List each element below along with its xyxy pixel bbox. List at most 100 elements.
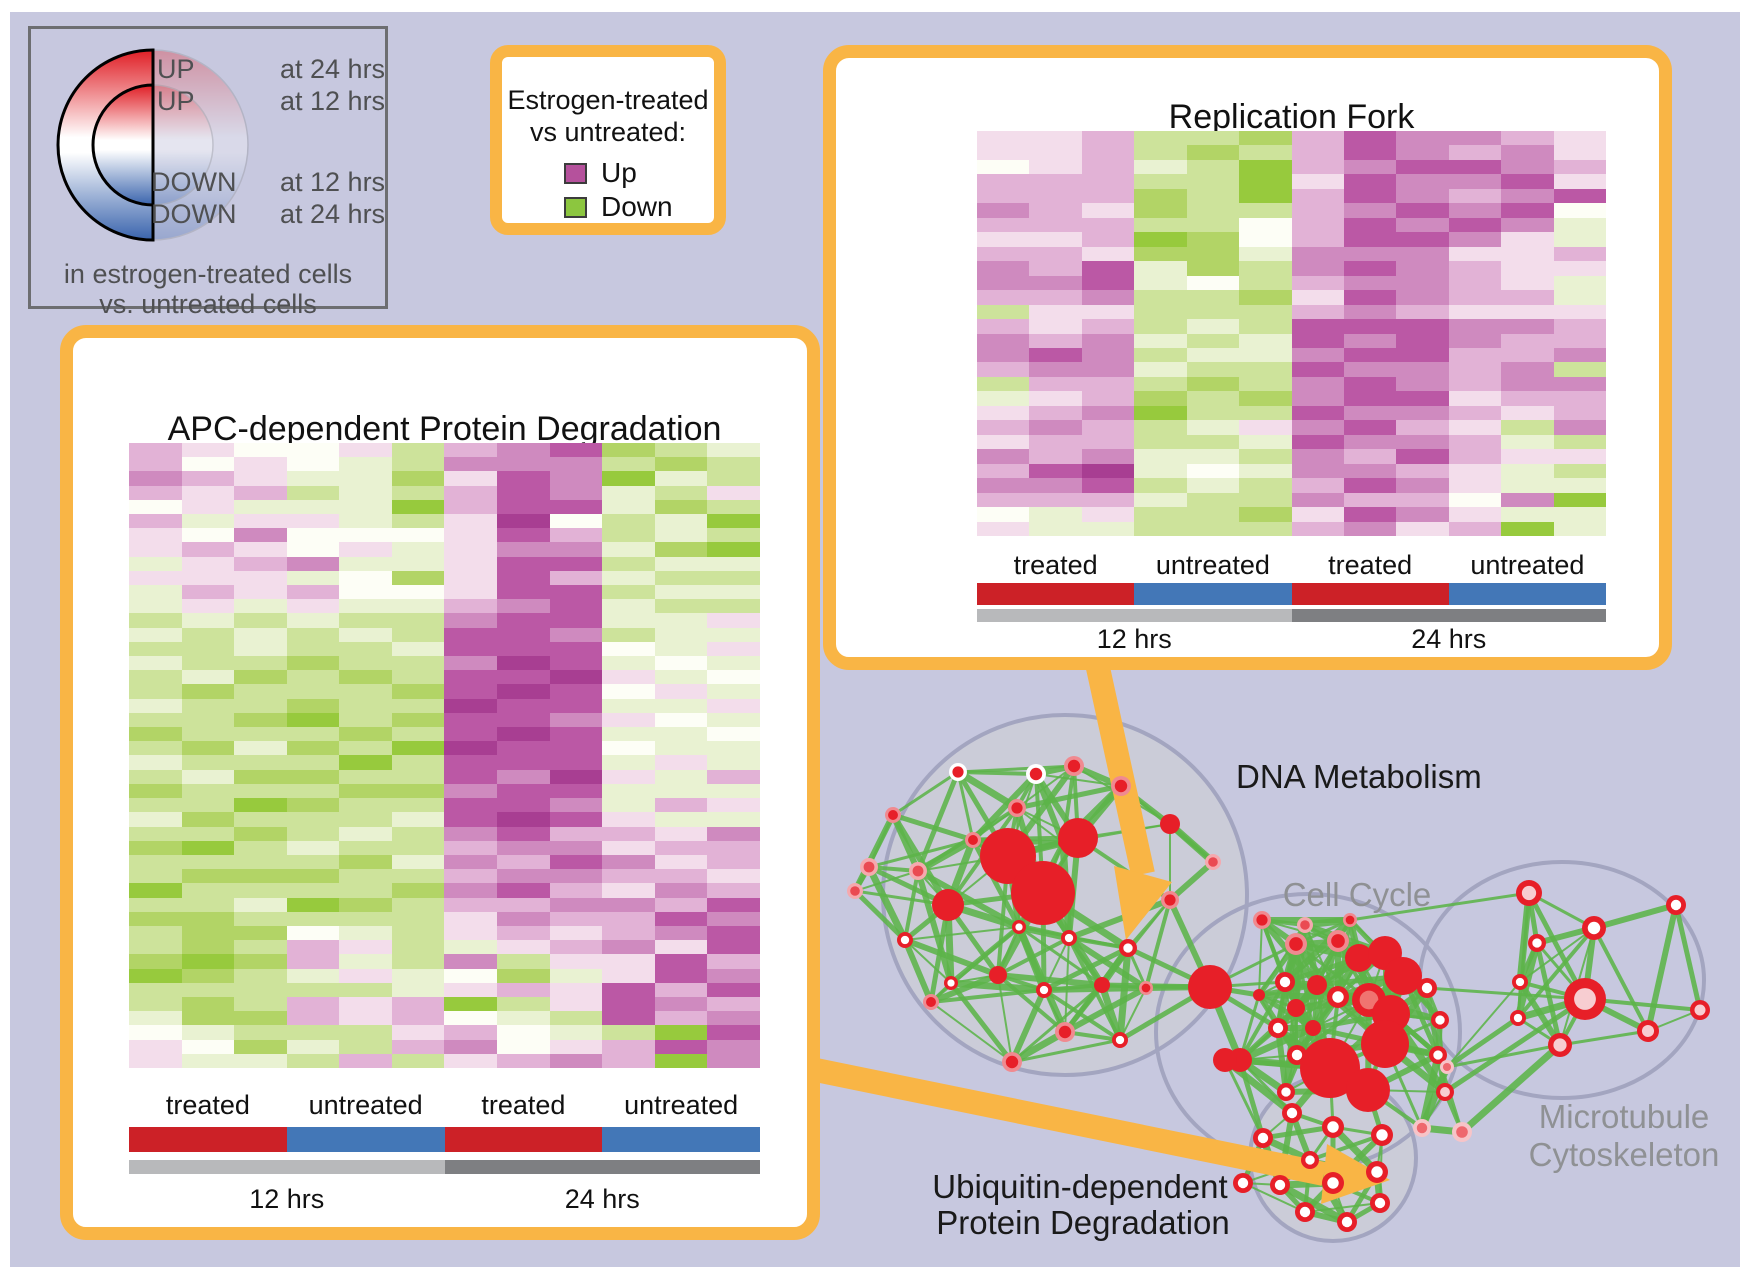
heatmap-cell xyxy=(1396,275,1449,291)
heatmap-cell xyxy=(1081,333,1135,348)
heatmap-cell xyxy=(1239,391,1292,406)
heatmap-cell xyxy=(1501,246,1554,262)
heatmap-cell xyxy=(181,854,235,870)
heatmap-cell xyxy=(339,641,392,657)
heatmap-cell xyxy=(286,940,340,955)
heatmap-cell xyxy=(1396,246,1449,262)
heatmap-cell xyxy=(339,613,392,628)
network-edge xyxy=(1257,992,1315,1031)
time-label-24hrs: 24 hrs xyxy=(1411,624,1487,654)
heatmap-cell xyxy=(391,712,445,728)
heatmap-cell xyxy=(707,798,760,813)
heatmap-cell xyxy=(549,783,603,799)
heatmap-cell xyxy=(1343,275,1397,291)
heatmap-cell xyxy=(339,443,392,458)
ring-row-time-3: at 24 hrs xyxy=(280,199,386,229)
heatmap-cell xyxy=(339,712,392,728)
heatmap-cell xyxy=(497,684,550,699)
heatmap-cell xyxy=(391,812,445,827)
heatmap-cell xyxy=(339,514,392,529)
heatmap-cell xyxy=(707,826,760,841)
heatmap-cell xyxy=(497,585,550,600)
heatmap-cell xyxy=(497,755,550,770)
heatmap-cell xyxy=(497,826,550,841)
heatmap-cell xyxy=(286,869,340,884)
network-node-core xyxy=(1694,1004,1706,1016)
heatmap-cell xyxy=(181,798,235,813)
heatmap-cell xyxy=(1081,261,1135,276)
heatmap-cell xyxy=(977,376,1030,392)
heatmap-cell xyxy=(549,812,603,827)
heatmap-cell xyxy=(129,457,182,472)
heatmap-cell xyxy=(1343,521,1397,536)
network-edge xyxy=(915,870,954,984)
untreated-bar xyxy=(1448,583,1606,605)
heatmap-cell xyxy=(129,826,182,841)
heatmap-cell xyxy=(286,783,340,799)
network-edge xyxy=(950,979,1045,994)
heatmap-cell xyxy=(444,698,498,713)
arrow-replication-to-dna-head xyxy=(1114,866,1172,940)
heatmap-cell xyxy=(1553,319,1606,334)
heatmap-cell xyxy=(654,869,708,884)
heatmap-cell xyxy=(707,940,760,955)
heatmap-cell xyxy=(181,684,235,699)
heatmap-cell xyxy=(497,741,550,756)
heatmap-cell xyxy=(1186,217,1240,233)
heatmap-cell xyxy=(1291,232,1344,247)
heatmap-cell xyxy=(181,883,235,898)
heatmap-cell xyxy=(1343,159,1397,175)
heatmap-cell xyxy=(1448,174,1502,189)
heatmap-cell xyxy=(339,499,392,515)
heatmap-cell xyxy=(1448,261,1502,276)
heatmap-cell xyxy=(129,641,182,657)
heatmap-cell xyxy=(654,499,708,515)
network-node-s xyxy=(1094,977,1110,993)
group-label-untreated-24hrs: untreated xyxy=(624,1090,739,1120)
heatmap-cell xyxy=(391,542,445,557)
heatmap-cell xyxy=(444,684,498,699)
heatmap-cell xyxy=(129,613,182,628)
heatmap-cell xyxy=(1501,492,1554,508)
heatmap-cell xyxy=(977,434,1030,450)
heatmap-cell xyxy=(181,656,235,671)
heatmap-cell xyxy=(602,485,655,500)
heatmap-cell xyxy=(129,556,182,571)
network-node-core xyxy=(1641,1024,1655,1038)
heatmap-cell xyxy=(444,812,498,827)
heatmap-cell xyxy=(654,1011,708,1026)
heatmap-cell xyxy=(1553,188,1606,204)
heatmap-cell xyxy=(286,854,340,870)
heatmap-cell xyxy=(497,457,550,472)
heatmap-cell xyxy=(602,1011,655,1026)
heatmap-cell xyxy=(234,485,287,500)
heatmap-cell xyxy=(707,1053,760,1068)
heatmap-cell xyxy=(497,798,550,813)
heatmap-cell xyxy=(129,585,182,600)
heatmap-cell xyxy=(444,613,498,628)
network-node-core xyxy=(1237,1177,1249,1189)
heatmap-cell xyxy=(1134,232,1187,247)
heatmap-cell xyxy=(602,883,655,898)
heatmap-cell xyxy=(391,1053,445,1068)
heatmap-cell xyxy=(1029,478,1082,493)
heatmap-cell xyxy=(1186,275,1240,291)
heatmap-cell xyxy=(654,585,708,600)
heatmap-cell xyxy=(1081,507,1135,522)
heatmap-cell xyxy=(444,911,498,926)
heatmap-cell xyxy=(1291,347,1344,363)
heatmap-cell xyxy=(129,769,182,784)
heatmap-cell xyxy=(339,925,392,941)
heatmap-cell xyxy=(1186,492,1240,508)
heatmap-cell xyxy=(286,840,340,855)
heatmap-cell xyxy=(444,755,498,770)
heatmap-cell xyxy=(1186,463,1240,479)
heatmap-cell xyxy=(444,940,498,955)
heatmap-cell xyxy=(391,485,445,500)
heatmap-cell xyxy=(1501,362,1554,377)
heatmap-cell xyxy=(1501,463,1554,479)
heatmap-cell xyxy=(339,883,392,898)
network-node-core xyxy=(1670,899,1682,911)
heatmap-cell xyxy=(339,585,392,600)
heatmap-cell xyxy=(339,769,392,784)
